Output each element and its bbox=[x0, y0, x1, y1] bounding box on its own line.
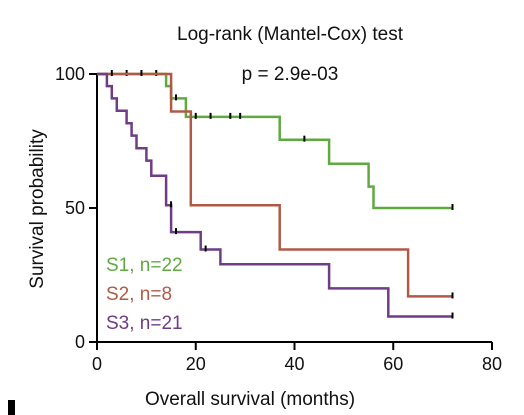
survival-curve-1 bbox=[97, 72, 453, 210]
legend-entry: S3, n=21 bbox=[106, 313, 183, 334]
x-axis-label: Overall survival (months) bbox=[145, 389, 355, 410]
legend: S1, n=22 S2, n=8 S3, n=21 bbox=[106, 255, 183, 334]
y-tick-label: 50 bbox=[65, 198, 85, 218]
panel-corner-mark bbox=[8, 400, 15, 415]
series-lines bbox=[97, 70, 454, 319]
x-tick-label: 80 bbox=[482, 354, 502, 374]
x-tick-label: 60 bbox=[383, 354, 403, 374]
x-tick-label: 20 bbox=[186, 354, 206, 374]
legend-entry: S2, n=8 bbox=[106, 284, 172, 305]
survival-curve-3 bbox=[97, 72, 453, 318]
legend-entry: S1, n=22 bbox=[106, 255, 183, 276]
x-axis: 0 20 40 60 80 bbox=[92, 341, 502, 374]
chart-subtitle: p = 2.9e-03 bbox=[242, 64, 339, 85]
survival-curve-2 bbox=[97, 72, 453, 298]
x-tick-label: 40 bbox=[284, 354, 304, 374]
y-tick-label: 100 bbox=[55, 64, 85, 84]
y-tick-label: 0 bbox=[75, 332, 85, 352]
chart-title: Log-rank (Mantel-Cox) test bbox=[177, 24, 404, 45]
y-axis-label: Survival probability bbox=[27, 129, 48, 289]
x-tick-label: 0 bbox=[92, 354, 102, 374]
y-axis: 0 50 100 bbox=[55, 64, 98, 352]
